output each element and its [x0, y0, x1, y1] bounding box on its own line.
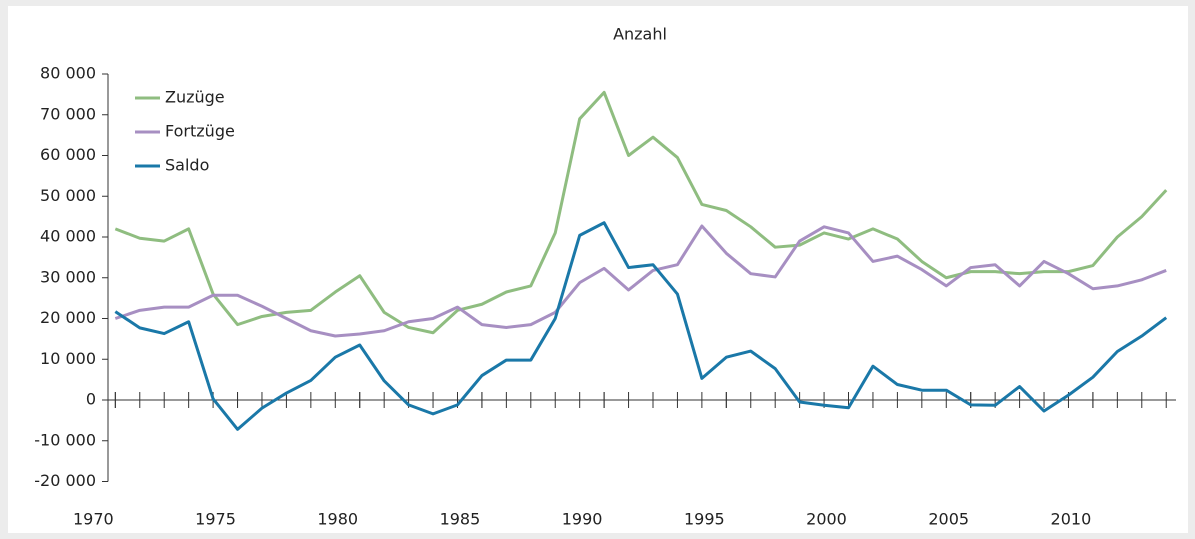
- y-tick-label: 50 000: [40, 186, 96, 205]
- chart-panel: [8, 6, 1188, 533]
- x-tick-label: 1990: [562, 510, 603, 529]
- x-tick-label: 1975: [195, 510, 236, 529]
- y-tick-label: 40 000: [40, 227, 96, 246]
- x-tick-label: 1980: [317, 510, 358, 529]
- chart-title: Anzahl: [613, 25, 667, 44]
- x-tick-label: 1995: [684, 510, 725, 529]
- series-line: [114, 221, 1168, 431]
- legend-label: Zuzüge: [165, 88, 225, 107]
- x-tick-label: 2010: [1051, 510, 1092, 529]
- x-tick-label: 1970: [73, 510, 114, 529]
- x-tick-label: 2005: [928, 510, 969, 529]
- y-tick-label: 30 000: [40, 267, 96, 286]
- y-tick-label: 10 000: [40, 349, 96, 368]
- series-line: [114, 224, 1167, 338]
- series-line: [114, 90, 1168, 335]
- legend-label: Fortzüge: [165, 122, 235, 141]
- y-tick-label: -20 000: [34, 471, 96, 490]
- y-tick-label: 80 000: [40, 64, 96, 83]
- y-tick-label: 20 000: [40, 308, 96, 327]
- y-tick-label: 70 000: [40, 104, 96, 123]
- x-tick-label: 2000: [806, 510, 847, 529]
- y-tick-label: 60 000: [40, 145, 96, 164]
- x-tick-label: 1985: [440, 510, 481, 529]
- legend-label: Saldo: [165, 156, 209, 175]
- y-tick-label: -10 000: [34, 430, 96, 449]
- y-tick-label: 0: [86, 390, 96, 409]
